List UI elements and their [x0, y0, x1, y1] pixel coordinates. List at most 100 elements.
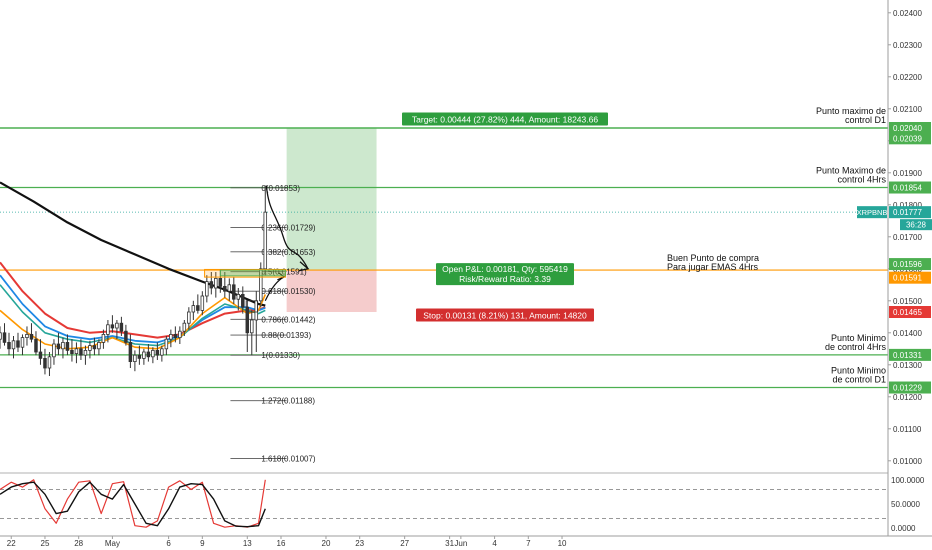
- fib-level-label: 0.236(0.01729): [261, 224, 316, 233]
- candle-body-down: [65, 341, 70, 351]
- candle-body-up: [97, 341, 101, 350]
- level-annotation-text[interactable]: de control D1: [832, 375, 886, 385]
- key-levels[interactable]: [0, 127, 888, 389]
- forecast-path[interactable]: [265, 185, 309, 270]
- ema-teal-line: [0, 284, 266, 347]
- stop-label[interactable]: Stop: 0.00131 (8.21%) 131, Amount: 14820: [423, 311, 587, 321]
- pnl-label[interactable]: Open P&L: 0.00181, Qty: 595419: [442, 264, 568, 274]
- y-tick-label: 0.01900: [893, 169, 922, 178]
- candle-body-up: [83, 349, 88, 356]
- price-tag-label[interactable]: 0.01591: [893, 274, 922, 283]
- price-tag-label[interactable]: 0.02039: [893, 134, 922, 143]
- candle: [74, 342, 79, 364]
- x-tick-label: 6: [166, 539, 171, 548]
- candle: [11, 336, 16, 359]
- risk-reward-label[interactable]: Risk/Reward Ratio: 3.39: [459, 274, 551, 284]
- level-annotation-text[interactable]: Punto Maximo de: [816, 166, 886, 176]
- candle: [263, 185, 268, 276]
- candle-body-up: [133, 354, 137, 363]
- candle-body-down: [56, 343, 61, 350]
- stop-marker-box: [245, 300, 258, 313]
- candle: [92, 337, 97, 356]
- candle-body-down: [119, 322, 124, 332]
- fib-level-label: 0.618(0.01530): [261, 287, 316, 296]
- fib-retracement[interactable]: 0(0.01853) 0.236(0.01729) 0.382(0.01653) 0.…: [230, 184, 316, 464]
- stoch-tick-label: 0.0000: [891, 524, 916, 533]
- stochastic-pane[interactable]: [0, 472, 888, 528]
- price-tag-label[interactable]: 0.01465: [893, 308, 922, 317]
- candle: [7, 332, 11, 356]
- candle-body-down: [124, 330, 128, 343]
- y-tick-label: 0.01200: [893, 393, 922, 402]
- candle-body-down: [137, 354, 142, 359]
- level-annotation-text[interactable]: de control 4Hrs: [825, 342, 887, 352]
- symbol-tag[interactable]: XRPBNB: [857, 208, 888, 217]
- candle-body-up: [142, 351, 146, 359]
- stoch-tick-label: 100.0000: [891, 476, 925, 485]
- candle: [70, 339, 74, 362]
- candle: [128, 334, 133, 368]
- price-tag-label[interactable]: 0.01854: [893, 184, 922, 193]
- level-annotation-text[interactable]: control 4Hrs: [837, 175, 886, 185]
- candle: [2, 323, 7, 346]
- candle: [236, 288, 241, 311]
- candle-body-up: [200, 295, 205, 311]
- price-tag-label[interactable]: 0.01596: [893, 260, 922, 269]
- candle-body-up: [187, 311, 191, 324]
- x-tick-label: Jun: [454, 539, 467, 548]
- y-tick-label: 0.02200: [893, 73, 922, 82]
- x-tick-label: 10: [558, 539, 567, 548]
- price-tag-bg: [889, 206, 931, 219]
- price-tag-label[interactable]: 0.02040: [893, 124, 922, 133]
- candle: [47, 352, 52, 376]
- candle: [245, 300, 250, 352]
- position-labels[interactable]: Target: 0.00444 (27.82%) 444, Amount: 18…: [402, 112, 608, 322]
- price-tag-bg: [889, 306, 931, 318]
- price-tag-label[interactable]: 0.01777: [893, 208, 922, 217]
- candle-body-up: [61, 341, 65, 350]
- candle: [205, 275, 209, 303]
- fib-level-label: 1(0.01330): [261, 351, 300, 360]
- candle: [133, 350, 137, 372]
- candle-body-up: [227, 284, 232, 292]
- candle-body-up: [214, 277, 218, 289]
- x-tick-label: 27: [400, 539, 409, 548]
- candle-body-down: [173, 333, 178, 338]
- buy-note-text[interactable]: Buen Punto de compra: [667, 253, 759, 263]
- price-tag-label[interactable]: 0.01229: [893, 384, 922, 393]
- fib-level-label: 0.786(0.01442): [261, 315, 316, 324]
- candle-body-up: [11, 340, 16, 350]
- countdown-bg: [900, 219, 932, 231]
- stop-zone[interactable]: [286, 270, 377, 312]
- x-tick-label: 23: [355, 539, 364, 548]
- x-tick-label: 28: [74, 539, 83, 548]
- forecast-arrowhead: [298, 261, 310, 272]
- candle-body-down: [29, 333, 34, 340]
- candle-body-up: [250, 319, 254, 334]
- buy-note-text[interactable]: Para jugar EMAS 4Hrs: [667, 262, 759, 272]
- position-zones[interactable]: [286, 128, 377, 312]
- candle-body-up: [259, 268, 263, 302]
- level-annotation-text[interactable]: Punto maximo de: [816, 106, 886, 116]
- level-annotation-text[interactable]: control D1: [845, 115, 886, 125]
- target-label[interactable]: Target: 0.00444 (27.82%) 444, Amount: 18…: [412, 115, 598, 125]
- candle: [191, 300, 196, 320]
- fib-level-label: 0.382(0.01653): [261, 248, 316, 257]
- candle: [25, 326, 29, 346]
- level-annotation-text[interactable]: Punto Minimo: [831, 366, 886, 376]
- y-tick-label: 0.01800: [893, 201, 922, 210]
- drawings[interactable]: [204, 185, 310, 313]
- candle: [155, 342, 160, 360]
- target-zone[interactable]: [286, 128, 377, 271]
- candle-body-down: [70, 349, 74, 354]
- candle-body-up: [88, 345, 92, 351]
- level-annotation-text[interactable]: Punto Minimo: [831, 333, 886, 343]
- x-tick-label: 31: [445, 539, 454, 548]
- candle: [173, 326, 178, 343]
- candle-body-down: [128, 341, 133, 362]
- candle: [169, 329, 173, 348]
- price-tag-label[interactable]: 0.01331: [893, 351, 922, 360]
